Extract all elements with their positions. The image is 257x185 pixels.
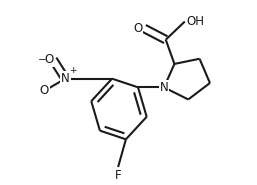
Text: OH: OH (187, 15, 205, 28)
Text: N: N (61, 72, 70, 85)
Text: −: − (38, 55, 46, 65)
Text: O: O (44, 53, 53, 66)
Text: O: O (40, 84, 49, 97)
Text: +: + (69, 65, 77, 75)
Text: O: O (133, 22, 142, 35)
Text: N: N (160, 81, 168, 94)
Text: F: F (115, 169, 121, 182)
